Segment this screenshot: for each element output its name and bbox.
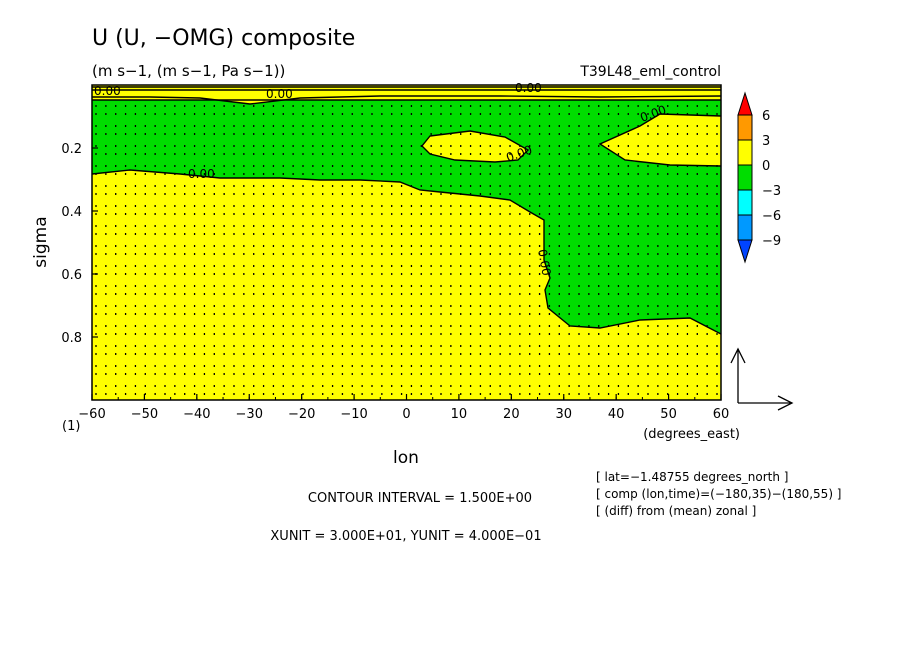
y-tick-label: 0.4	[61, 205, 82, 220]
x-tick-label: −20	[288, 407, 315, 422]
y-tick-label: 0.2	[61, 142, 82, 157]
y-tick-label: 0.8	[61, 331, 82, 346]
contour-interval-text: CONTOUR INTERVAL = 1.500E+00	[308, 491, 532, 506]
x-tick-label: 30	[555, 407, 572, 422]
zero-contour	[598, 113, 721, 167]
zero-contour	[92, 95, 721, 105]
x-tick-label: 40	[608, 407, 625, 422]
colorbar-label: 3	[762, 134, 770, 149]
colorbar-swatch	[737, 189, 753, 216]
x-tick-label: 60	[713, 407, 730, 422]
wind-vector-field	[95, 105, 718, 395]
colorbar-label: −6	[762, 209, 781, 224]
colorbar-bottom-triangle	[737, 239, 753, 264]
zero-contour	[421, 130, 530, 163]
contour-label: 0.00	[94, 84, 121, 98]
x-tick-label: −40	[183, 407, 210, 422]
colorbar-label: −3	[762, 184, 781, 199]
contour-label: 0.00	[188, 167, 215, 181]
y-axis: 0.2 0.4 0.6 0.8	[61, 142, 98, 346]
x-tick-label: −10	[340, 407, 367, 422]
y-tick-label: 0.6	[61, 268, 82, 283]
y-axis-label: sigma	[31, 216, 51, 267]
x-tick-label: −60	[78, 407, 105, 422]
colorbar-swatch	[737, 139, 753, 166]
colorbar-swatch	[737, 214, 753, 241]
colorbar-label: −9	[762, 234, 781, 249]
info-latitude: [ lat=−1.48755 degrees_north ]	[596, 470, 788, 484]
x-tick-label: 20	[503, 407, 520, 422]
x-tick-label: 50	[660, 407, 677, 422]
contour-label: 0.00	[515, 81, 542, 95]
colorbar-swatch	[737, 164, 753, 191]
chart-title: U (U, −OMG) composite	[92, 26, 355, 51]
reference-vector	[730, 347, 794, 411]
x-axis-label: lon	[393, 448, 419, 468]
chart-subtitle: (m s−1, (m s−1, Pa s−1))	[92, 62, 285, 80]
colorbar-label: 0	[762, 159, 770, 174]
colorbar-swatch	[737, 114, 753, 141]
x-tick-label: 0	[402, 407, 410, 422]
colorbar-top-triangle	[737, 91, 753, 116]
info-composite: [ comp (lon,time)=(−180,35)−(180,55) ]	[596, 487, 842, 501]
x-tick-label: −50	[131, 407, 158, 422]
x-tick-label: −30	[236, 407, 263, 422]
unit-scale-text: XUNIT = 3.000E+01, YUNIT = 4.000E−01	[270, 529, 541, 544]
contour-label: 0.00	[535, 248, 553, 277]
negative-region-upper	[92, 100, 721, 334]
colorbar-label: 6	[762, 109, 770, 124]
panel-index: (1)	[62, 419, 80, 434]
zero-contour-lines	[92, 86, 721, 335]
info-diff: [ (diff) from (mean) zonal ]	[596, 504, 756, 518]
x-axis: −60 −50 −40 −30 −20 −10 0 10 20 30 40 50 60	[78, 394, 729, 422]
zero-contour	[92, 169, 721, 335]
positive-region-mid-left	[422, 131, 528, 162]
colorbar: 6 3 0 −3 −6 −9	[737, 91, 781, 264]
contour-label: 0.00	[266, 87, 293, 101]
plot-area	[92, 85, 721, 400]
x-tick-label: 10	[451, 407, 468, 422]
x-axis-units: (degrees_east)	[643, 427, 740, 442]
run-label: T39L48_eml_control	[579, 64, 721, 80]
